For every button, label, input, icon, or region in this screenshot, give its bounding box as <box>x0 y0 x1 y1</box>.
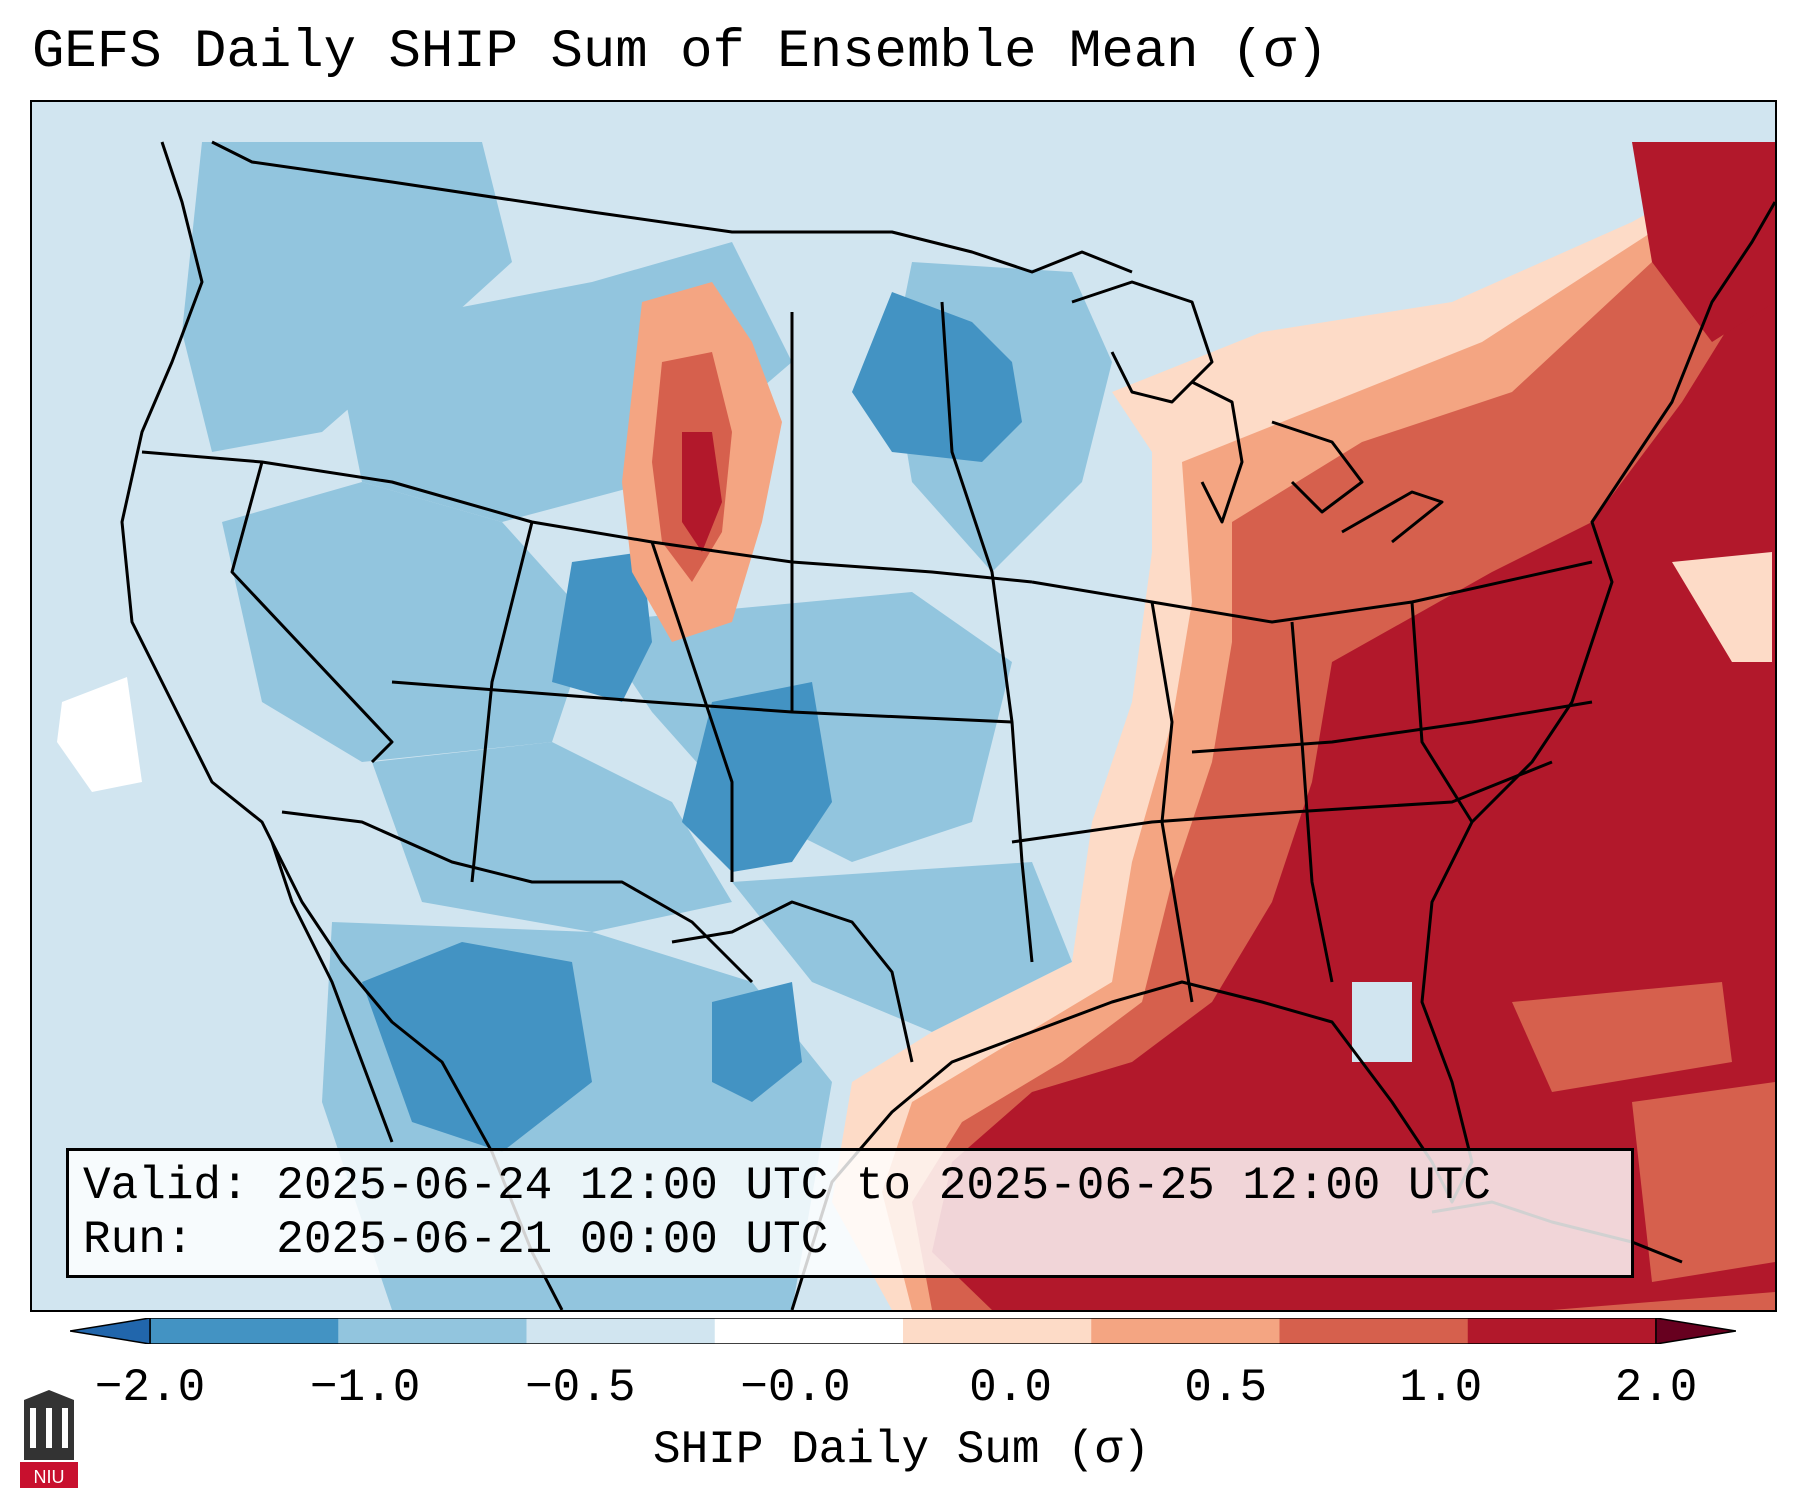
state-lines <box>671 900 914 1063</box>
lake-huron <box>1271 420 1364 514</box>
niu-logo-icon: NIU <box>20 1390 78 1488</box>
west-coastline <box>120 141 564 1310</box>
anomaly-region <box>712 982 802 1102</box>
colorbar-segment <box>526 1318 716 1344</box>
colorbar-tick-label: −2.0 <box>94 1362 206 1414</box>
lake-michigan <box>1191 380 1244 524</box>
state-lines <box>940 301 1034 963</box>
state-lines <box>1031 560 1593 624</box>
anomaly-region <box>222 482 592 762</box>
baja-coastline <box>270 841 394 1143</box>
state-lines <box>1150 601 1194 1003</box>
state-lines <box>141 450 1033 584</box>
anomaly-region <box>732 862 1072 1032</box>
lake-superior <box>1071 280 1214 404</box>
anomaly-region <box>682 682 832 872</box>
map-frame <box>30 100 1777 1312</box>
colorbar-tick-label: 0.5 <box>1184 1362 1268 1414</box>
anomaly-region <box>1512 982 1732 1092</box>
state-lines <box>230 461 394 764</box>
anomaly-region <box>1352 982 1412 1062</box>
lake-erie <box>1341 490 1444 544</box>
colorbar-segment <box>1091 1318 1280 1344</box>
anomaly-region <box>682 432 722 552</box>
anomaly-region <box>362 942 592 1152</box>
state-lines <box>1410 601 1474 823</box>
mexico-border <box>281 810 754 984</box>
state-lines <box>650 541 734 882</box>
colorbar-label: SHIP Daily Sum (σ) <box>653 1424 1150 1476</box>
colorbar-segment <box>714 1318 904 1344</box>
canada-border <box>211 140 1133 274</box>
anomaly-region <box>1632 142 1775 342</box>
anomaly-region <box>852 292 1022 462</box>
map-title: GEFS Daily SHIP Sum of Ensemble Mean (σ) <box>32 22 1329 83</box>
colorbar-tick-label: 2.0 <box>1614 1362 1698 1414</box>
white-patch <box>57 677 142 792</box>
colorbar-tick-label: 1.0 <box>1399 1362 1483 1414</box>
anomaly-region <box>552 552 652 702</box>
colorbar-tick-label: 0.0 <box>969 1362 1052 1414</box>
east-coastline <box>790 201 1775 1310</box>
colorbar-extend-low <box>70 1318 151 1344</box>
anomaly-map <box>32 102 1775 1310</box>
colorbar-extend-high <box>1655 1318 1736 1344</box>
state-lines <box>391 680 1013 724</box>
colorbar <box>70 1318 1736 1344</box>
valid-time-text: Valid: 2025-06-24 12:00 UTC to 2025-06-2… <box>83 1160 1491 1212</box>
anomaly-region <box>182 142 512 452</box>
state-lines <box>1290 621 1334 983</box>
valid-run-info-box: Valid: 2025-06-24 12:00 UTC to 2025-06-2… <box>66 1148 1634 1278</box>
colorbar-segment <box>338 1318 527 1344</box>
colorbar-segment <box>1467 1318 1657 1344</box>
anomaly-region <box>372 742 732 932</box>
anomaly-region <box>1632 1082 1775 1282</box>
run-time-text: Run: 2025-06-21 00:00 UTC <box>83 1214 829 1266</box>
colorbar-segment <box>1279 1318 1469 1344</box>
colorbar-segment <box>150 1318 339 1344</box>
colorbar-segment <box>903 1318 1092 1344</box>
coastlines <box>120 140 1775 1310</box>
colorbar-tick-label: −0.0 <box>740 1362 851 1414</box>
colorbar-tick-label: −1.0 <box>309 1362 421 1414</box>
state-lines <box>1191 700 1593 754</box>
state-lines <box>470 521 534 883</box>
niu-logo-text: NIU <box>34 1467 65 1487</box>
anomaly-region <box>1672 552 1772 662</box>
state-lines <box>1011 760 1553 844</box>
colorbar-tick-label: −0.5 <box>525 1362 636 1414</box>
